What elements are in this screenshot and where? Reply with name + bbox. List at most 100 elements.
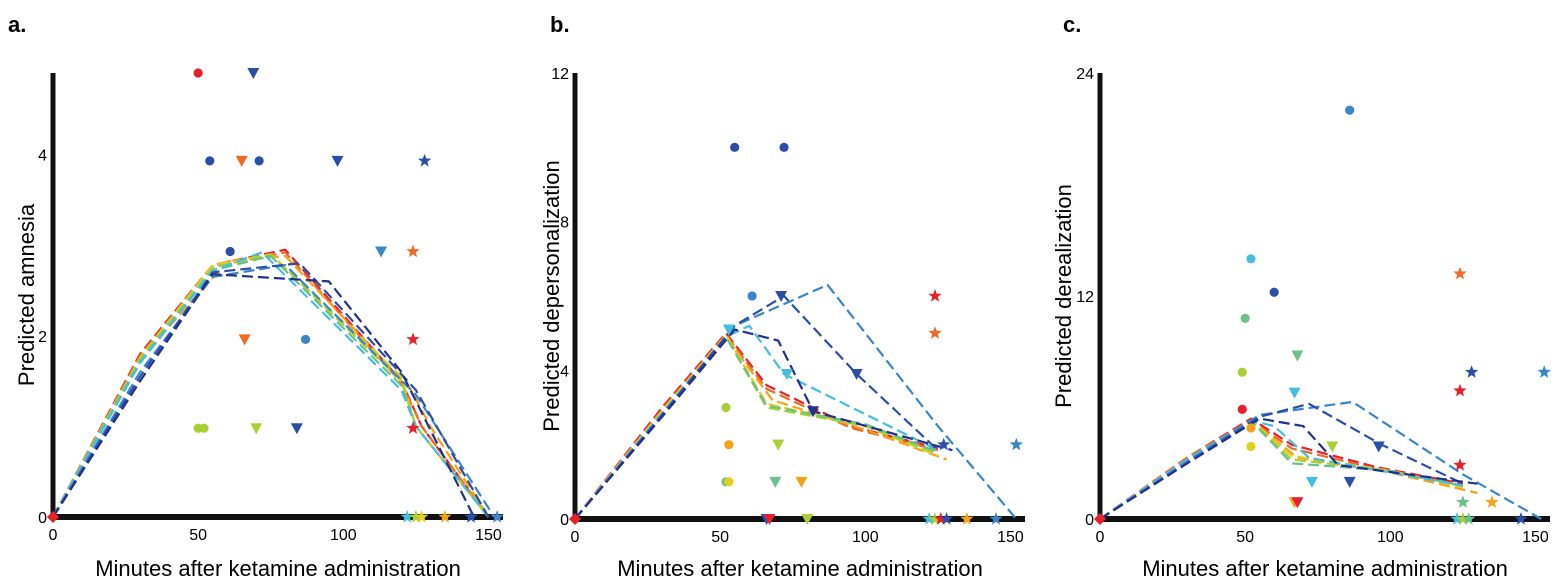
series-line-9: [574, 294, 939, 520]
series-line-10: [574, 328, 953, 520]
x-tick-label: 50: [189, 527, 207, 544]
x-axis-title: Minutes after ketamine administration: [1142, 556, 1508, 581]
panel-label: b.: [550, 12, 570, 37]
chart-panel-b: b. 0 50 100 150 0 4 8 12 Minutes after ketamine a…: [539, 12, 1025, 581]
triangle-marker: [763, 514, 776, 525]
series-line-9: [52, 262, 490, 518]
y-tick-label: 0: [1085, 512, 1094, 529]
star-marker: [1009, 437, 1023, 451]
series-line-6: [1099, 419, 1464, 520]
triangle-marker: [1343, 476, 1356, 488]
triangle-marker: [238, 334, 251, 346]
star-marker: [1450, 512, 1464, 525]
star-marker: [1453, 266, 1467, 280]
star-marker: [1456, 512, 1470, 525]
x-tick-label: 0: [49, 527, 58, 544]
x-tick-label: 100: [1377, 529, 1404, 546]
series-line-2: [1099, 419, 1464, 520]
star-marker: [989, 512, 1003, 525]
series-line-9: [1099, 402, 1464, 520]
x-tick-label: 50: [1236, 529, 1254, 546]
series-line-7: [52, 251, 490, 518]
series-line-1: [52, 248, 490, 518]
triangle-marker: [1291, 497, 1304, 509]
x-tick-label: 150: [475, 527, 502, 544]
star-marker: [1537, 365, 1551, 378]
star-marker: [415, 510, 429, 523]
series-line-4: [574, 333, 939, 520]
x-tick-label: 150: [1522, 529, 1549, 546]
y-tick-label: 4: [560, 363, 569, 380]
star-marker: [1462, 512, 1476, 525]
star-marker: [406, 244, 420, 258]
star-marker: [406, 332, 420, 346]
circle-marker: [724, 477, 734, 487]
circle-marker: [1237, 404, 1247, 414]
star-marker: [1465, 365, 1479, 378]
triangle-marker: [807, 406, 820, 418]
series-line-6: [574, 335, 939, 520]
triangle-marker: [850, 369, 863, 381]
circle-marker: [254, 156, 264, 166]
star-marker: [937, 437, 951, 451]
circle-marker: [779, 142, 789, 152]
x-axis-title: Minutes after ketamine administration: [95, 556, 461, 581]
chart-panel-a: a. 0 50 100 150 0 2 4 Minutes after ketamine adm…: [8, 12, 504, 581]
circle-marker: [300, 334, 311, 344]
circle-marker: [193, 68, 203, 78]
star-marker: [438, 510, 452, 523]
x-tick-label: 50: [711, 529, 729, 546]
series-line-7: [1099, 419, 1464, 520]
star-marker: [928, 326, 942, 339]
series-line-1: [574, 332, 939, 520]
y-tick-label: 12: [551, 66, 569, 83]
x-tick-label: 150: [997, 529, 1024, 546]
circle-marker: [205, 156, 215, 166]
series-line-3: [1099, 419, 1478, 520]
star-marker: [1453, 383, 1467, 397]
circle-marker: [1246, 254, 1256, 264]
triangle-marker: [375, 246, 388, 258]
circle-marker: [199, 423, 209, 433]
circle-marker: [1246, 441, 1256, 452]
x-tick-label: 100: [330, 527, 357, 544]
x-tick-label: 0: [1096, 529, 1105, 546]
circle-marker: [1269, 287, 1279, 297]
star-marker: [1453, 458, 1467, 471]
series-line-2: [52, 251, 490, 518]
y-tick-label: 0: [38, 510, 47, 527]
star-marker: [922, 512, 936, 525]
star-marker: [1514, 512, 1528, 525]
series-line-6: [52, 254, 490, 518]
star-marker: [464, 510, 478, 523]
y-tick-label: 4: [38, 148, 47, 165]
triangle-marker: [290, 423, 303, 435]
panel-label: a.: [8, 12, 26, 37]
circle-marker: [1240, 313, 1250, 323]
triangle-marker: [1305, 476, 1318, 488]
star-marker: [418, 153, 432, 167]
triangle-marker: [795, 476, 808, 488]
circle-marker: [724, 440, 734, 450]
diamond-marker: [569, 513, 581, 525]
triangle-marker: [775, 291, 788, 302]
star-marker: [406, 421, 420, 434]
series-line-2: [574, 333, 939, 520]
circle-marker: [1345, 105, 1355, 115]
triangle-marker: [331, 155, 344, 167]
star-marker: [960, 512, 974, 525]
circle-marker: [730, 142, 740, 152]
triangle-marker: [780, 369, 793, 381]
x-tick-label: 0: [571, 529, 580, 546]
star-marker: [940, 512, 954, 525]
triangle-marker: [250, 423, 263, 435]
y-tick-label: 12: [1076, 289, 1094, 306]
y-tick-label: 8: [560, 215, 569, 232]
star-marker: [1485, 495, 1499, 508]
series-line-4: [52, 253, 490, 518]
circle-marker: [747, 291, 757, 301]
triangle-marker: [1372, 441, 1385, 453]
diamond-marker: [1094, 513, 1106, 525]
star-marker: [1456, 495, 1470, 508]
